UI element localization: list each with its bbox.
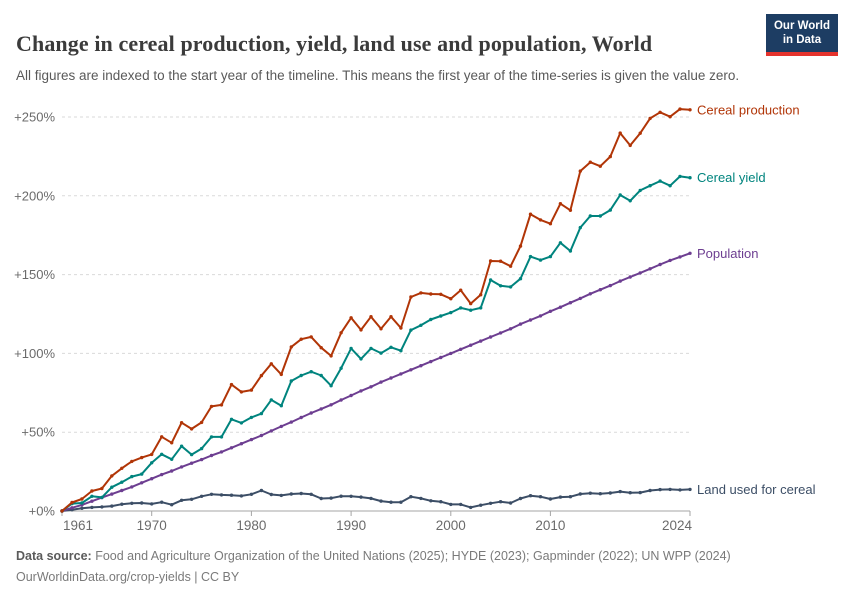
series-line-land-used-for-cereal — [61, 488, 691, 512]
data-source-line: Data source: Food and Agriculture Organi… — [16, 546, 834, 567]
owid-logo-line2: in Data — [782, 34, 822, 47]
x-axis-tick-label: 2010 — [535, 518, 565, 533]
x-axis-tick-label: 1970 — [137, 518, 167, 533]
x-axis-tick-label: 1980 — [236, 518, 266, 533]
x-axis-tick-label: 2000 — [436, 518, 466, 533]
data-source-label: Data source: — [16, 549, 92, 563]
data-source-text: Food and Agriculture Organization of the… — [91, 549, 731, 563]
page-title: Change in cereal production, yield, land… — [16, 30, 653, 56]
series-points-land-used-for-cereal — [60, 487, 692, 513]
y-axis-tick-label: +200% — [14, 188, 55, 203]
y-axis-tick-label: +0% — [29, 504, 56, 519]
series-points-population — [60, 251, 692, 513]
y-axis-tick-label: +250% — [14, 110, 55, 125]
license-line: OurWorldinData.org/crop-yields | CC BY — [16, 570, 240, 584]
series-label-cereal-production: Cereal production — [697, 102, 800, 117]
series-label-population: Population — [697, 246, 758, 261]
owid-logo[interactable]: Our World in Data — [765, 14, 838, 56]
x-axis-tick-label: 2024 — [662, 518, 693, 533]
x-axis-tick-label: 1961 — [63, 518, 93, 533]
y-axis-tick-label: +100% — [14, 346, 55, 361]
chart-footer: Data source: Food and Agriculture Organi… — [16, 546, 834, 588]
series-line-cereal-yield — [61, 175, 691, 512]
series-line-population — [61, 252, 691, 512]
series-points-cereal-production — [60, 107, 692, 513]
series-label-land-used-for-cereal: Land used for cereal — [697, 482, 816, 497]
series-points-cereal-yield — [60, 174, 692, 513]
series-label-cereal-yield: Cereal yield — [697, 170, 766, 185]
owid-logo-line1: Our World — [773, 20, 830, 32]
y-axis-tick-label: +150% — [14, 267, 55, 282]
y-axis-tick-label: +50% — [21, 425, 55, 440]
series-line-cereal-production — [61, 108, 691, 512]
chart-subtitle: All figures are indexed to the start yea… — [16, 67, 740, 83]
x-axis-tick-label: 1990 — [336, 518, 366, 533]
chart-svg: +0% +50% +100% +150% +200% +250% 1961 1970 1980 1… — [14, 102, 816, 533]
